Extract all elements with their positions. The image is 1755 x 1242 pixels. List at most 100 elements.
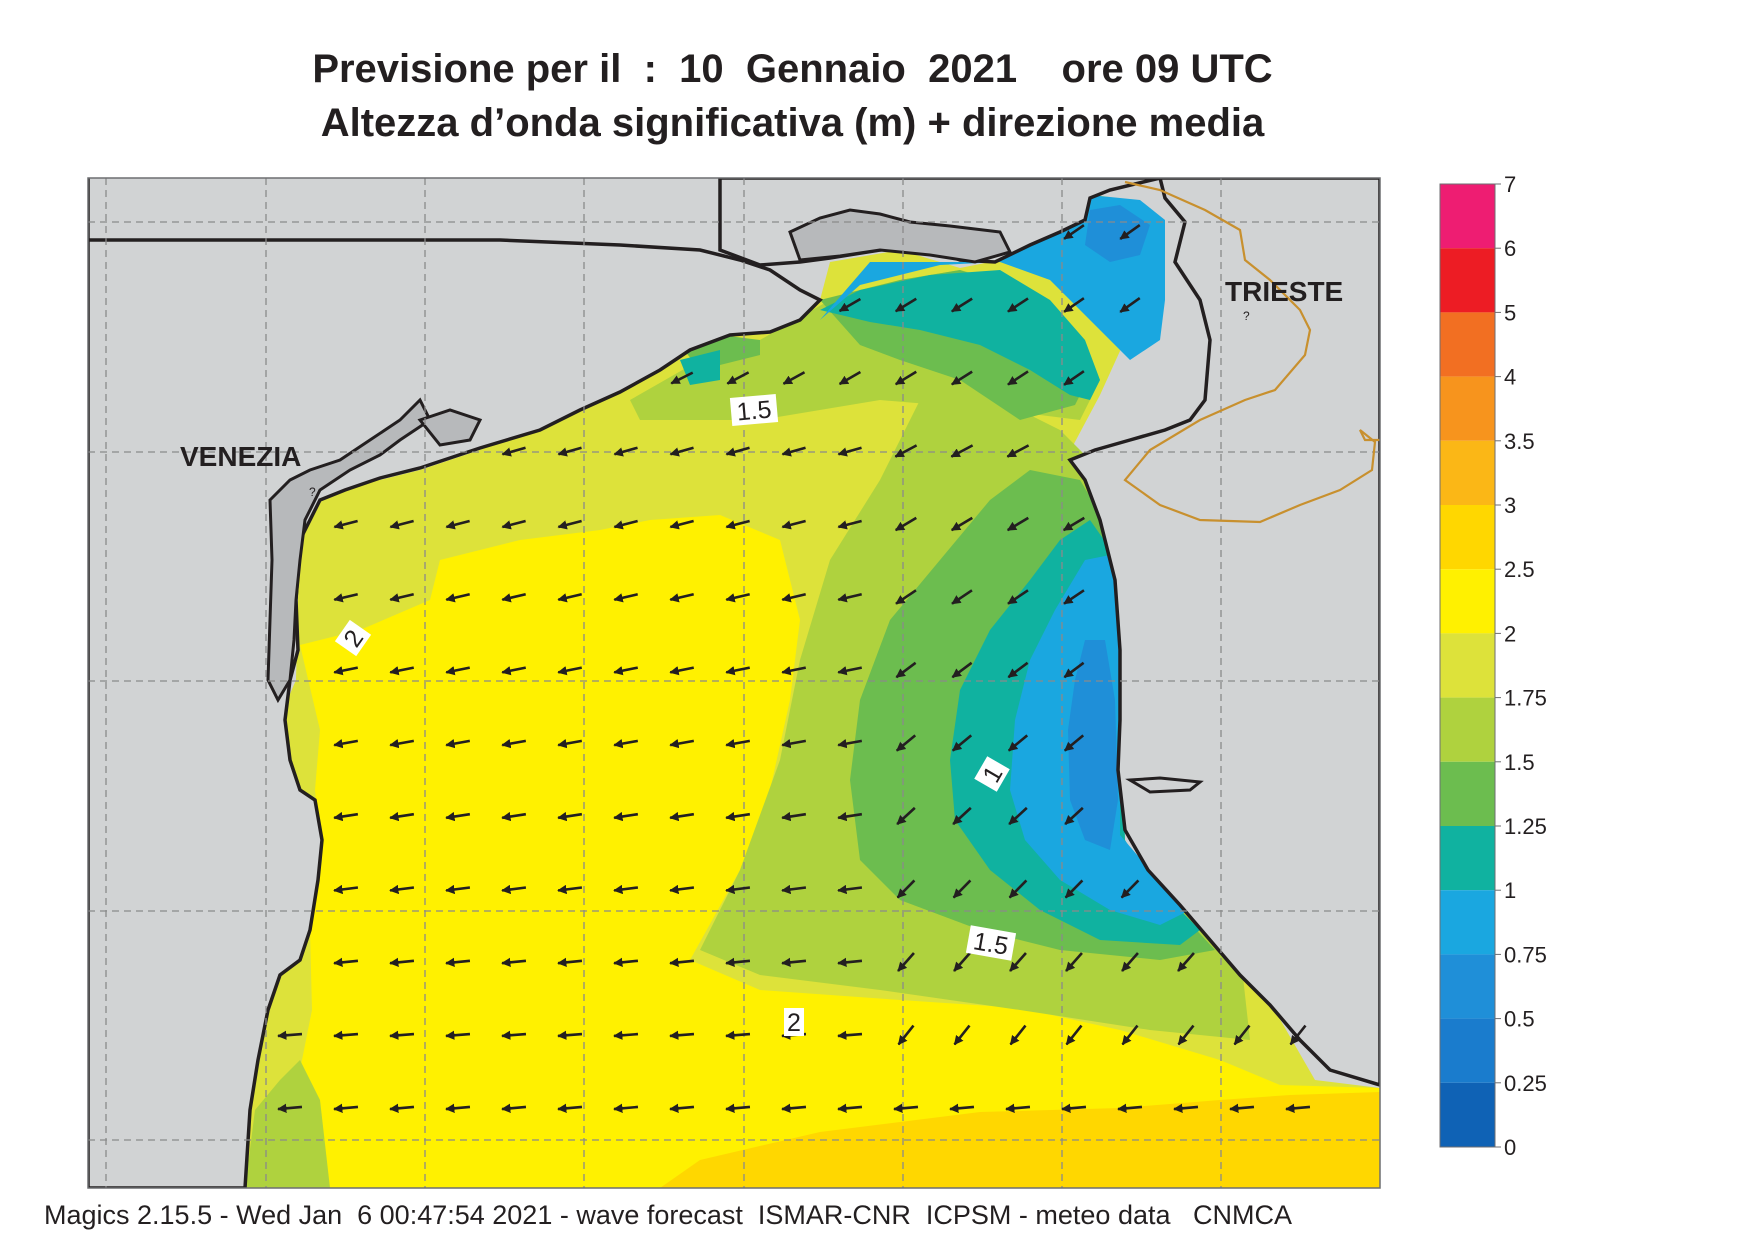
- wave-direction-arrow: [895, 661, 917, 679]
- legend-swatch: [1440, 248, 1495, 313]
- wave-direction-arrow: [1065, 952, 1083, 972]
- wave-direction-arrow: [725, 1030, 751, 1040]
- city-label-trieste: TRIESTE: [1225, 276, 1343, 307]
- wave-direction-arrow: [389, 1030, 415, 1040]
- land-italy-west: [88, 178, 823, 1188]
- legend-tick-label: 3: [1504, 493, 1516, 518]
- legend-swatch: [1440, 826, 1495, 891]
- lagoon-venezia: [266, 397, 432, 704]
- wave-direction-arrow: [781, 666, 807, 676]
- wave-direction-arrow: [669, 519, 694, 530]
- wave-direction-arrow: [333, 811, 359, 822]
- legend-swatch: [1440, 890, 1495, 955]
- wave-direction-arrow: [896, 879, 916, 899]
- wave-direction-arrow: [557, 739, 583, 749]
- legend-tick-label: 1.75: [1504, 686, 1547, 711]
- wave-direction-arrow: [557, 593, 582, 603]
- title-line-2: Altezza d’onda significativa (m) + direz…: [320, 101, 1265, 145]
- wave-direction-arrow: [781, 811, 807, 822]
- wave-direction-arrow: [1285, 1103, 1311, 1113]
- legend-tick-label: 0: [1504, 1135, 1516, 1160]
- wave-direction-arrow: [1009, 952, 1027, 972]
- wave-direction-arrow: [725, 666, 751, 676]
- contour-label-text: 1.5: [736, 396, 773, 427]
- wave-direction-arrow: [1289, 1024, 1307, 1046]
- wave-direction-arrow: [893, 1103, 919, 1113]
- wave-direction-arrow: [445, 811, 471, 822]
- wave-direction-arrow: [951, 589, 973, 605]
- legend-tick-label: 0.5: [1504, 1007, 1535, 1032]
- wave-direction-arrow: [333, 957, 359, 968]
- wave-direction-arrow: [951, 297, 973, 313]
- legend-tick-label: 7: [1504, 172, 1516, 197]
- legend-tick-label: 1.5: [1504, 750, 1535, 775]
- wave-direction-arrow: [1065, 1024, 1083, 1046]
- wave-direction-arrow: [277, 1103, 303, 1113]
- wave-direction-arrow: [501, 739, 527, 749]
- wave-direction-arrow: [1007, 589, 1029, 605]
- country-border: [1123, 180, 1380, 524]
- wave-direction-arrow: [669, 884, 695, 895]
- contour-label: 1.5: [965, 925, 1017, 961]
- wave-direction-arrow: [613, 593, 638, 603]
- wave-direction-arrow: [1064, 806, 1084, 826]
- wave-direction-arrow: [837, 593, 862, 603]
- wave-direction-arrow: [725, 739, 751, 749]
- wave-direction-arrow: [613, 1103, 639, 1113]
- wave-direction-arrow: [1063, 370, 1085, 386]
- sea-band-1-west: [680, 350, 720, 385]
- legend-tick-label: 0.25: [1504, 1071, 1547, 1096]
- wave-direction-arrow: [445, 884, 471, 895]
- city-marker-trieste: ?: [1243, 309, 1250, 323]
- wave-direction-arrow: [613, 739, 639, 749]
- wave-direction-arrow: [1119, 296, 1141, 314]
- wave-direction-arrow: [389, 811, 415, 822]
- legend-tick-label: 2.5: [1504, 557, 1535, 582]
- wave-direction-arrow: [1009, 1024, 1027, 1046]
- wave-direction-arrow: [501, 884, 527, 895]
- wave-direction-arrow: [613, 1030, 639, 1040]
- wave-direction-arrow: [557, 1030, 583, 1040]
- wave-direction-arrow: [501, 957, 527, 968]
- wave-direction-arrow: [781, 446, 806, 457]
- wave-direction-arrow: [333, 1103, 359, 1113]
- legend-tick-label: 4: [1504, 365, 1516, 390]
- sea-band-05: [1068, 640, 1118, 850]
- wave-direction-arrow: [837, 446, 862, 457]
- legend-tick-label: 0.75: [1504, 942, 1547, 967]
- legend-tick-label: 3.5: [1504, 429, 1535, 454]
- contour-label: 2: [334, 619, 372, 657]
- wave-direction-arrow: [953, 1024, 971, 1046]
- title-line-1: Previsione per il : 10 Gennaio 2021 ore …: [312, 47, 1273, 91]
- wave-direction-arrow: [445, 593, 470, 603]
- wave-direction-arrow: [613, 957, 639, 968]
- wave-direction-arrow: [557, 666, 583, 676]
- wave-direction-arrow: [1006, 444, 1030, 458]
- wave-direction-arrow: [1007, 370, 1029, 386]
- wave-direction-arrow: [445, 666, 471, 676]
- wave-direction-arrow: [613, 884, 639, 895]
- wave-direction-arrow: [725, 811, 751, 822]
- wave-direction-arrow: [952, 806, 972, 826]
- wave-direction-arrow: [389, 519, 414, 530]
- wave-direction-arrow: [669, 1103, 695, 1113]
- legend-swatch: [1440, 761, 1495, 826]
- wave-direction-arrow: [445, 739, 471, 749]
- color-legend: 7 6 5 4 3.5 3 2.5 2 1.75 1.5 1.25 1 0.75 0.5 0.25 0: [1439, 172, 1547, 1160]
- legend-swatch: [1440, 633, 1495, 698]
- wave-direction-arrow: [1121, 952, 1139, 972]
- wave-direction-arrow: [389, 957, 415, 968]
- wave-direction-arrow: [389, 666, 415, 676]
- wave-direction-arrow: [1005, 1103, 1031, 1113]
- wave-direction-arrow: [1007, 661, 1029, 679]
- wave-direction-arrow: [669, 739, 695, 749]
- wave-direction-arrow: [894, 516, 917, 532]
- wave-direction-arrow: [557, 446, 582, 457]
- chart-title: Previsione per il : 10 Gennaio 2021 ore …: [0, 42, 1585, 150]
- sea-band-1-north: [820, 270, 1100, 400]
- wave-direction-arrow: [333, 1030, 359, 1040]
- wave-direction-arrow: [557, 1103, 583, 1113]
- wave-direction-arrow: [837, 1030, 863, 1040]
- wave-direction-arrow: [670, 371, 694, 385]
